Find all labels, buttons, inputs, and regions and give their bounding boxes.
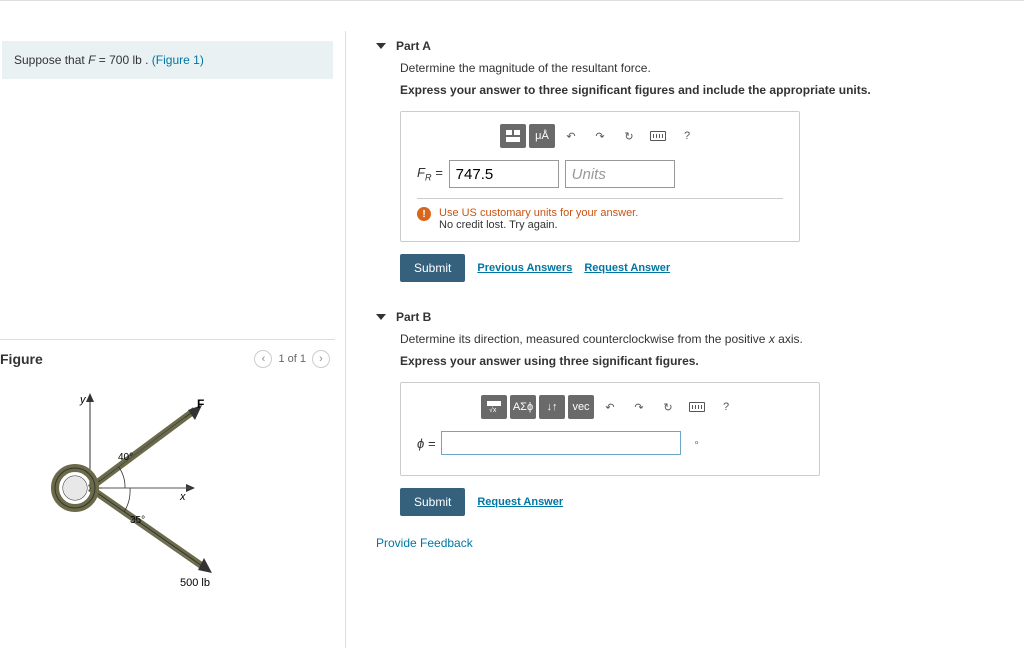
part-a-body: Determine the magnitude of the resultant… [376, 61, 1004, 282]
figure-link[interactable]: (Figure 1) [152, 53, 204, 67]
part-a-prompt: Determine the magnitude of the resultant… [400, 61, 1004, 75]
part-b-header[interactable]: Part B [376, 302, 1004, 332]
part-a-feedback: ! Use US customary units for your answer… [417, 198, 783, 231]
subscript-button[interactable]: ↓↑ [539, 395, 565, 419]
problem-value: = 700 lb . [99, 53, 152, 67]
svg-text:√x: √x [489, 406, 497, 413]
part-a-instruction: Express your answer to three significant… [400, 83, 1004, 97]
problem-statement: Suppose that F = 700 lb . (Figure 1) [2, 41, 333, 79]
figure-panel: Figure ‹ 1 of 1 › y x [0, 339, 335, 591]
figure-next-button[interactable]: › [312, 350, 330, 368]
x-axis-label: x [179, 491, 186, 503]
vector-button[interactable]: vec [568, 395, 594, 419]
part-a-submit-button[interactable]: Submit [400, 254, 465, 282]
redo-button[interactable]: ↷ [626, 395, 652, 419]
part-a-header[interactable]: Part A [376, 31, 1004, 61]
provide-feedback-link[interactable]: Provide Feedback [376, 536, 1004, 550]
redo-button[interactable]: ↷ [587, 124, 613, 148]
left-panel: Suppose that F = 700 lb . (Figure 1) Fig… [0, 31, 346, 648]
keyboard-button[interactable] [684, 395, 710, 419]
bottom-force-label: 500 lb [180, 577, 210, 588]
part-a-var: FR = [417, 165, 443, 183]
part-b-var: ϕ = [417, 436, 435, 451]
feedback-line2: No credit lost. Try again. [439, 219, 638, 231]
part-b-answer-box: √x ΑΣϕ ↓↑ vec ↶ ↷ ↻ ? ϕ = ∘ [400, 382, 820, 476]
part-b-submit-button[interactable]: Submit [400, 488, 465, 516]
y-axis-label: y [79, 394, 87, 406]
collapse-icon [376, 314, 386, 320]
warning-icon: ! [417, 207, 431, 221]
problem-prefix: Suppose that [14, 53, 88, 67]
angle-bottom: 35° [130, 515, 145, 526]
help-button[interactable]: ? [674, 124, 700, 148]
degree-symbol: ∘ [687, 438, 699, 449]
feedback-line1: Use US customary units for your answer. [439, 207, 638, 219]
right-panel: Part A Determine the magnitude of the re… [346, 31, 1024, 648]
part-a-input-row: FR = Units [417, 160, 783, 188]
part-a-value-input[interactable] [449, 160, 559, 188]
undo-button[interactable]: ↶ [597, 395, 623, 419]
problem-var: F [88, 53, 95, 67]
part-a-answer-box: μÅ ↶ ↷ ↻ ? FR = Units ! Use US customary… [400, 111, 800, 242]
f-label: F [197, 397, 204, 411]
undo-button[interactable]: ↶ [558, 124, 584, 148]
keyboard-button[interactable] [645, 124, 671, 148]
figure-title: Figure [0, 351, 43, 367]
part-a-submit-row: Submit Previous Answers Request Answer [400, 254, 1004, 282]
template-button[interactable]: √x [481, 395, 507, 419]
part-b-instruction: Express your answer using three signific… [400, 354, 1004, 368]
template-button[interactable] [500, 124, 526, 148]
reset-button[interactable]: ↻ [616, 124, 642, 148]
figure-prev-button[interactable]: ‹ [254, 350, 272, 368]
part-b-submit-row: Submit Request Answer [400, 488, 1004, 516]
part-b-value-input[interactable] [441, 431, 681, 455]
part-b-input-row: ϕ = ∘ [417, 431, 803, 455]
part-b-title: Part B [396, 310, 431, 324]
part-b-toolbar: √x ΑΣϕ ↓↑ vec ↶ ↷ ↻ ? [417, 395, 803, 419]
request-answer-link-a[interactable]: Request Answer [584, 262, 670, 274]
figure-body: y x F 500 lb [0, 378, 335, 591]
reset-button[interactable]: ↻ [655, 395, 681, 419]
units-button[interactable]: μÅ [529, 124, 555, 148]
figure-nav: ‹ 1 of 1 › [254, 350, 330, 368]
part-a-title: Part A [396, 39, 431, 53]
part-b-prompt: Determine its direction, measured counte… [400, 332, 1004, 346]
greek-button[interactable]: ΑΣϕ [510, 395, 536, 419]
figure-diagram: y x F 500 lb [30, 388, 270, 588]
help-button[interactable]: ? [713, 395, 739, 419]
part-a-toolbar: μÅ ↶ ↷ ↻ ? [417, 124, 783, 148]
collapse-icon [376, 43, 386, 49]
part-a-units-input[interactable]: Units [565, 160, 675, 188]
previous-answers-link[interactable]: Previous Answers [477, 262, 572, 274]
part-b-body: Determine its direction, measured counte… [376, 332, 1004, 516]
figure-counter: 1 of 1 [278, 353, 306, 365]
request-answer-link-b[interactable]: Request Answer [477, 496, 563, 508]
